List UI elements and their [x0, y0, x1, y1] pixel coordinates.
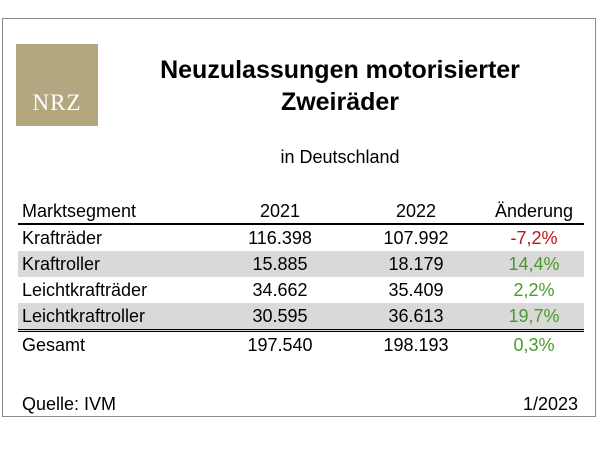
value-2021-cell: 30.595: [212, 303, 348, 331]
nrz-logo: NRZ: [16, 44, 98, 126]
value-2022-cell: 35.409: [388, 279, 444, 300]
change-cell: 14,4%: [484, 251, 584, 277]
column-header-change: Änderung: [484, 199, 584, 225]
title-line-2: Zweiräder: [280, 88, 400, 116]
source-note: Quelle: IVM: [22, 394, 117, 414]
chart-title: Neuzulassungen motorisierter Zweiräder: [100, 54, 580, 118]
chart-subtitle: in Deutschland: [280, 147, 400, 167]
title-line-1: Neuzulassungen motorisierter: [160, 56, 520, 84]
value-2021-cell: 34.662: [252, 279, 308, 300]
change-cell: 19,7%: [484, 303, 584, 331]
table-row: Leichtkrafträder 34.662 35.409 2,2%: [18, 277, 584, 303]
segment-cell: Leichtkrafträder: [22, 279, 148, 300]
table-total-row: Gesamt 197.540 198.193 0,3%: [18, 329, 584, 358]
change-cell: 0,3%: [484, 329, 584, 358]
segment-cell: Krafträder: [22, 227, 103, 248]
logo-text: NRZ: [32, 90, 82, 115]
column-header-segment: Marktsegment: [18, 199, 212, 225]
column-header-2022: 2022: [348, 199, 484, 225]
table-row: Kraftroller 15.885 18.179 14,4%: [18, 251, 584, 277]
change-cell: -7,2%: [510, 227, 558, 248]
segment-cell: Leichtkraftroller: [18, 303, 212, 331]
value-2022-cell: 18.179: [348, 251, 484, 277]
value-2022-cell: 36.613: [348, 303, 484, 331]
value-2022-cell: 107.992: [383, 227, 449, 248]
table-row: Leichtkraftroller 30.595 36.613 19,7%: [18, 303, 584, 331]
table-header-row: Marktsegment 2021 2022 Änderung: [18, 199, 584, 225]
value-2021-cell: 197.540: [212, 329, 348, 358]
change-cell: 2,2%: [513, 279, 555, 300]
date-note: 1/2023: [522, 394, 578, 414]
segment-cell: Kraftroller: [18, 251, 212, 277]
table-row: Krafträder 116.398 107.992 -7,2%: [18, 224, 584, 251]
value-2021-cell: 116.398: [248, 227, 312, 248]
column-header-2021: 2021: [212, 199, 348, 225]
segment-cell: Gesamt: [18, 329, 212, 358]
value-2022-cell: 198.193: [348, 329, 484, 358]
value-2021-cell: 15.885: [212, 251, 348, 277]
data-table: Marktsegment 2021 2022 Änderung Krafträd…: [18, 199, 584, 358]
